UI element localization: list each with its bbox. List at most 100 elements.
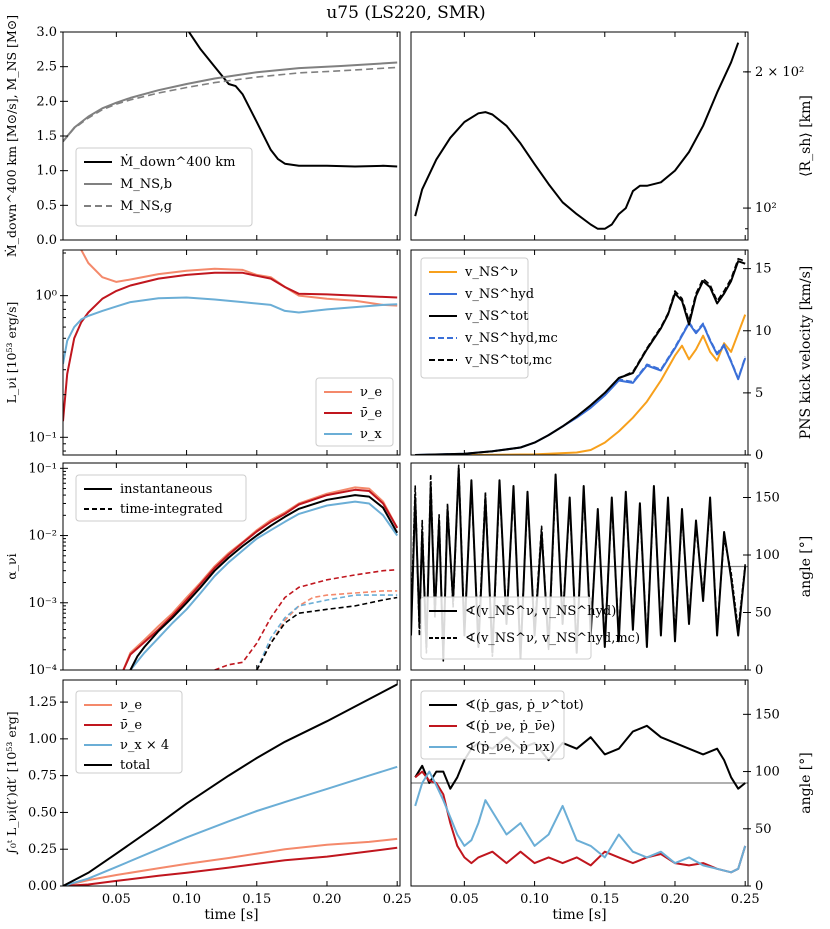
legend: ∢(v_NS^ν, v_NS^hyd) ∢(v_NS^ν, v_NS^hyd,mc…	[420, 596, 640, 660]
panel-cumulative-energy: 0.00 0.25 0.50 0.75 1.00 1.25 0.05 0.10 0.15 0.20…	[4, 679, 412, 923]
series-line-2	[63, 296, 398, 365]
series-line-5	[214, 568, 398, 670]
panel-neutrino-luminosity: 10⁻¹ 10⁰ L_νi [10⁵³ erg/s] ν_e ν̄_e ν_x	[4, 249, 401, 456]
x-tick-label: 0.15	[590, 892, 619, 907]
series-line-1	[63, 846, 398, 886]
y-axis-label: angle [°]	[798, 536, 814, 597]
legend-label: v_NS^ν	[464, 265, 518, 280]
y-axis-label: L_νi [10⁵³ erg/s]	[4, 302, 19, 404]
y-tick-label: 2 × 10²	[755, 65, 804, 80]
y-tick-label: 10⁰	[35, 289, 57, 304]
series-line-2	[414, 770, 747, 874]
y-axis-label: angle [°]	[798, 752, 814, 813]
axes-frame	[62, 462, 401, 671]
axes-frame	[410, 462, 749, 671]
series-line-3	[129, 494, 399, 670]
y-tick-label: 100	[755, 548, 780, 563]
y-tick-label: 0.0	[36, 233, 57, 248]
panel-shock-radius: 10² 2 × 10² ⟨R_sh⟩ [km]	[410, 31, 814, 241]
legend-label: ν_x	[360, 427, 382, 442]
legend-label: v_NS^hyd	[464, 287, 534, 302]
axes-frame	[410, 679, 749, 887]
legend-label: ∢(ṗ_gas, ṗ_ν^tot)	[465, 698, 584, 713]
legend-label: v_NS^tot	[464, 309, 529, 324]
y-axis-label: ∫₀ᵗ L_νi(t′)dt′ [10⁵³ erg]	[4, 711, 19, 854]
panel-anisotropy-parameter: 10⁻⁴ 10⁻³ 10⁻² 10⁻¹ α_νi instantaneous time-in…	[4, 461, 401, 678]
x-tick-label: 0.10	[520, 892, 549, 907]
legend-box	[75, 474, 247, 522]
y-axis-label: α_νi	[4, 553, 19, 579]
y-tick-label: 100	[755, 765, 780, 780]
legend-label: Ṁ_down^400 km	[120, 153, 236, 170]
legend-label: v_NS^tot,mc	[464, 353, 552, 368]
y-tick-label: 1.00	[28, 732, 57, 747]
x-tick-label: 0.20	[313, 892, 342, 907]
legend-label: ν_e	[360, 385, 382, 400]
axes-frame	[410, 249, 749, 456]
y-tick-label: 10⁻²	[28, 529, 57, 544]
legend-label: ∢(ṗ_νe, ṗ_ν̄e)	[465, 719, 555, 734]
series-line-4	[415, 257, 746, 455]
y-tick-label: 0	[755, 448, 763, 463]
x-axis-label: time [s]	[552, 907, 606, 923]
legend-label: ∢(ṗ_νe, ṗ_νx)	[465, 740, 555, 755]
panel-mdot-mns: 0.0 0.5 1.0 1.5 2.0 2.5 3.0 Ṁ_down^400 km [M⊙/s…	[4, 15, 401, 257]
axes-frame	[410, 31, 749, 241]
legend-box	[75, 690, 183, 774]
legend-box	[420, 690, 565, 760]
legend-label: v_NS^hyd,mc	[464, 331, 558, 346]
y-tick-label: 10⁻³	[28, 596, 57, 611]
y-tick-label: 0.5	[36, 198, 57, 213]
legend-label: ∢(v_NS^ν, v_NS^hyd,mc)	[465, 631, 640, 646]
legend-label: ν̄_e	[360, 406, 382, 421]
y-tick-label: 2.5	[36, 60, 57, 75]
legend-label: ∢(v_NS^ν, v_NS^hyd)	[465, 604, 616, 619]
legend: instantaneous time-integrated	[75, 474, 247, 522]
y-tick-label: 0.50	[28, 805, 57, 820]
x-axis-label: time [s]	[204, 907, 258, 923]
y-tick-label: 10²	[755, 201, 777, 216]
legend: ν_e ν̄_e ν_x × 4 total	[75, 690, 183, 774]
legend-label: M_NS,g	[120, 199, 172, 214]
legend-box	[75, 147, 253, 227]
y-tick-label: 0	[755, 663, 763, 678]
series-line-1	[63, 61, 398, 143]
y-tick-label: 50	[755, 606, 772, 621]
y-tick-label: 0	[755, 879, 763, 894]
series-line-4	[256, 590, 398, 670]
series-line-1	[414, 770, 747, 874]
panel-angle-momentum: 0 50 100 150 0.05 0.10 0.15 0.20 0.25 time [s] ang…	[410, 679, 814, 923]
series-line-0	[63, 837, 398, 886]
y-tick-label: 3.0	[36, 25, 57, 40]
y-tick-label: 150	[755, 491, 780, 506]
legend: Ṁ_down^400 km M_NS,b M_NS,g	[75, 147, 253, 227]
y-tick-label: 0.75	[28, 769, 57, 784]
figure-title: u75 (LS220, SMR)	[326, 3, 485, 23]
y-tick-label: 2.0	[36, 94, 57, 109]
series-line-1	[122, 488, 399, 670]
y-axis-label: Ṁ_down^400 km [M⊙/s], M_NS [M⊙]	[4, 15, 19, 257]
legend-label: ν_e	[120, 698, 142, 713]
legend-label: time-integrated	[120, 502, 223, 517]
x-tick-label: 0.25	[383, 892, 412, 907]
y-tick-label: 10	[755, 324, 772, 339]
series-line-2	[63, 66, 398, 143]
y-tick-label: 10⁻¹	[28, 461, 57, 476]
series-line-1	[63, 271, 398, 422]
series-line-2	[63, 765, 398, 886]
y-tick-label: 1.25	[28, 695, 57, 710]
x-tick-label: 0.05	[450, 892, 479, 907]
legend-label: instantaneous	[120, 482, 212, 497]
series-line-0	[187, 32, 398, 168]
series-line-2	[129, 500, 399, 670]
series-line-7	[256, 596, 398, 670]
legend-label: ν̄_e	[120, 718, 142, 733]
y-tick-label: 1.5	[36, 129, 57, 144]
y-tick-label: 150	[755, 707, 780, 722]
series-line-3	[63, 683, 398, 886]
x-tick-label: 0.10	[172, 892, 201, 907]
legend-box	[315, 377, 394, 447]
y-tick-label: 1.0	[36, 164, 57, 179]
